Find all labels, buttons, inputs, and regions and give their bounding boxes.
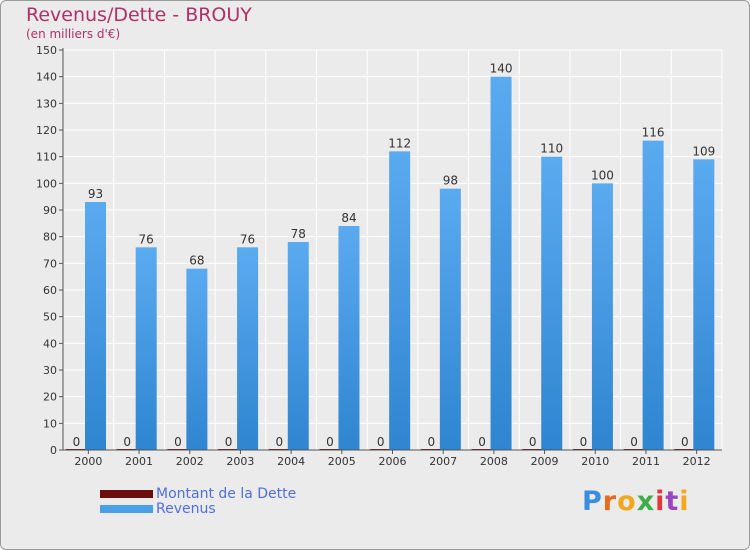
y-tick-label-110: 110 [36, 151, 57, 164]
y-tick-label-50: 50 [43, 311, 57, 324]
x-tick-label-2009: 2009 [531, 455, 559, 468]
label-revenus-2011: 116 [642, 126, 665, 140]
chart-subtitle: (en milliers d'€) [26, 27, 121, 41]
label-revenus-2006: 112 [388, 136, 411, 150]
y-tick-label-140: 140 [36, 71, 57, 84]
label-revenus-2003: 76 [240, 232, 255, 246]
label-dette-2000: 0 [73, 435, 81, 449]
logo-letter: i [679, 486, 690, 517]
x-tick-label-2005: 2005 [328, 455, 356, 468]
bar-revenus-2008 [490, 76, 512, 451]
y-tick-label-30: 30 [43, 364, 57, 377]
label-dette-2003: 0 [225, 435, 233, 449]
label-dette-2001: 0 [123, 435, 131, 449]
logo-letter: x [636, 486, 656, 517]
logo-letter: P [582, 486, 603, 517]
bar-revenus-2012 [693, 159, 715, 451]
x-tick-label-2000: 2000 [74, 455, 102, 468]
labels-layer: 0 10 20 30 40 50 60 70 80 90 100 110 120 130 140 150 0 93… [36, 44, 715, 468]
label-dette-2012: 0 [681, 435, 689, 449]
bar-revenus-2010 [591, 183, 613, 451]
label-revenus-2007: 98 [443, 174, 458, 188]
x-tick-label-2003: 2003 [226, 455, 254, 468]
logo-letter: t [665, 486, 680, 517]
legend-item-revenus: Revenus [100, 500, 296, 517]
x-tick-label-2007: 2007 [429, 455, 457, 468]
y-tick-label-90: 90 [43, 204, 57, 217]
legend-label-dette: Montant de la Dette [156, 485, 297, 502]
bar-revenus-2004 [287, 242, 309, 450]
label-revenus-2005: 84 [341, 211, 356, 225]
bar-revenus-2005 [338, 226, 360, 450]
label-dette-2007: 0 [428, 435, 436, 449]
y-tick-label-40: 40 [43, 337, 57, 350]
label-dette-2011: 0 [630, 435, 638, 449]
label-revenus-2009: 110 [540, 142, 563, 156]
legend: Montant de la Dette Revenus [100, 485, 297, 517]
bar-revenus-2000 [85, 202, 106, 450]
label-revenus-2000: 93 [88, 187, 103, 201]
y-tick-label-60: 60 [43, 284, 57, 297]
legend-swatch-revenus [100, 504, 153, 513]
axis-layer [59, 48, 722, 454]
y-tick-label-20: 20 [43, 391, 57, 404]
y-tick-label-70: 70 [43, 257, 57, 270]
label-dette-2009: 0 [529, 435, 537, 449]
label-revenus-2008: 140 [490, 62, 513, 76]
label-revenus-2004: 78 [291, 227, 306, 241]
logo-letter: r [602, 486, 618, 517]
bars-layer [66, 76, 715, 451]
y-tick-label-100: 100 [36, 177, 57, 190]
y-tick-label-120: 120 [36, 124, 57, 137]
label-dette-2002: 0 [174, 435, 182, 449]
bar-revenus-2011 [642, 140, 664, 450]
logo-letter: i [655, 486, 666, 517]
y-tick-label-10: 10 [43, 417, 57, 430]
x-tick-label-2004: 2004 [277, 455, 305, 468]
x-tick-label-2008: 2008 [480, 455, 508, 468]
x-tick-label-2012: 2012 [683, 455, 711, 468]
label-dette-2004: 0 [275, 435, 283, 449]
x-tick-label-2011: 2011 [632, 455, 660, 468]
bar-revenus-2006 [389, 151, 411, 451]
label-dette-2006: 0 [377, 435, 385, 449]
y-tick-label-150: 150 [36, 44, 57, 57]
legend-swatch-dette [100, 489, 153, 498]
y-tick-label-0: 0 [50, 444, 57, 457]
label-revenus-2001: 76 [139, 232, 154, 246]
proxiti-logo: Proxiti [582, 486, 690, 517]
legend-item-dette: Montant de la Dette [100, 485, 297, 502]
logo-letter: o [617, 486, 637, 517]
bar-revenus-2002 [186, 268, 208, 450]
chart-title: Revenus/Dette - BROUY [26, 4, 252, 26]
bar-revenus-2003 [237, 247, 259, 450]
label-dette-2010: 0 [580, 435, 588, 449]
label-dette-2005: 0 [326, 435, 334, 449]
x-tick-label-2010: 2010 [581, 455, 609, 468]
x-tick-label-2002: 2002 [176, 455, 204, 468]
bar-revenus-2001 [135, 247, 157, 450]
label-revenus-2010: 100 [591, 168, 614, 182]
bar-revenus-2007 [439, 188, 461, 450]
y-tick-label-130: 130 [36, 97, 57, 110]
label-dette-2008: 0 [478, 435, 486, 449]
y-tick-label-80: 80 [43, 231, 57, 244]
x-tick-label-2001: 2001 [125, 455, 153, 468]
legend-label-revenus: Revenus [156, 500, 216, 517]
bar-revenus-2009 [541, 156, 563, 450]
label-revenus-2002: 68 [189, 254, 204, 268]
label-revenus-2012: 109 [692, 144, 715, 158]
x-tick-label-2006: 2006 [379, 455, 407, 468]
